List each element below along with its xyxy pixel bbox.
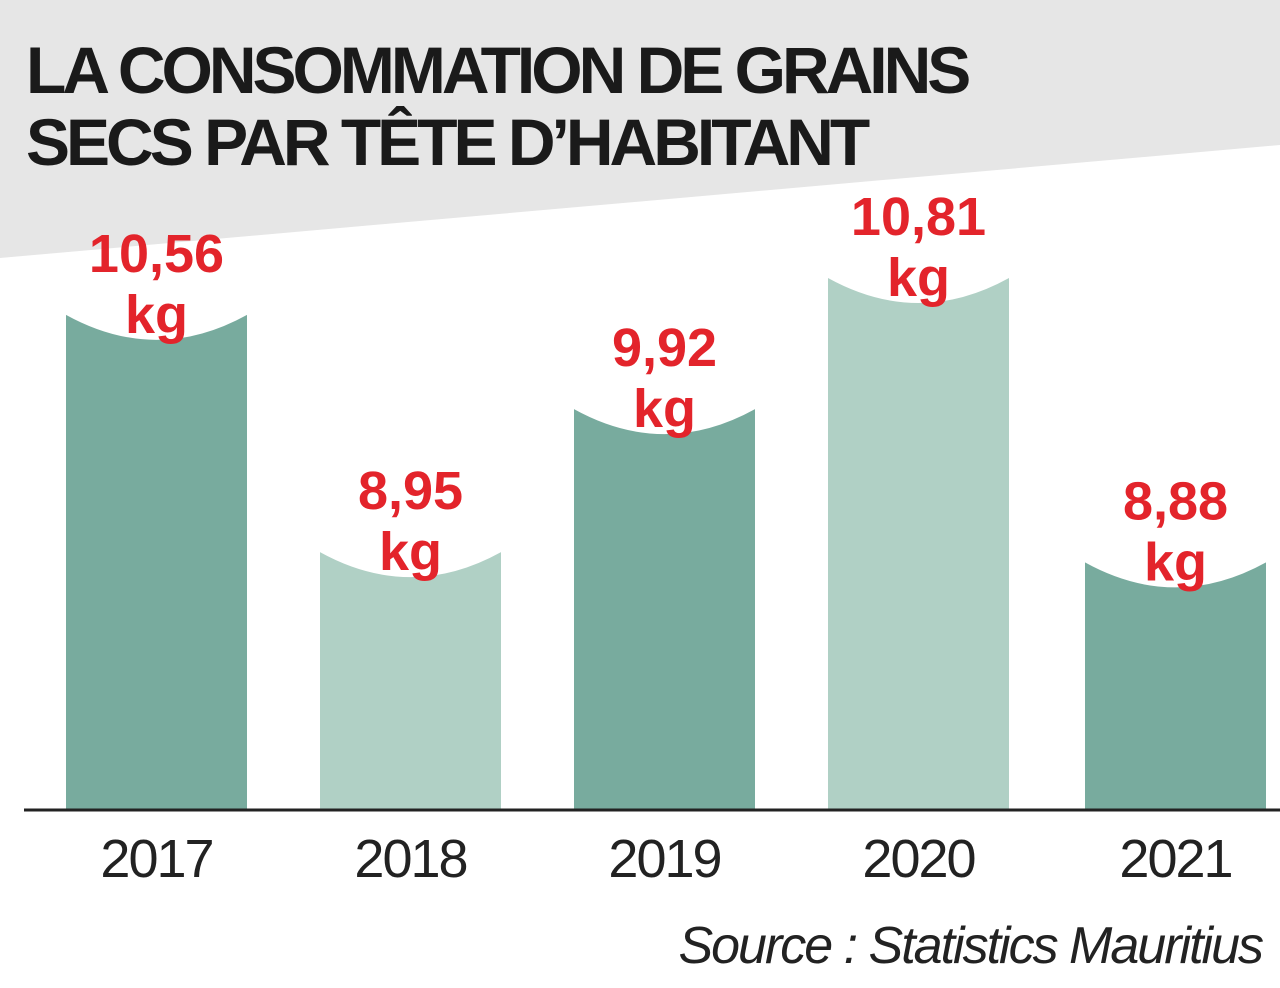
bar-2018: [320, 552, 501, 810]
chart-title-line-1: LA CONSOMMATION DE GRAINS: [26, 33, 969, 107]
unit-label-2017: kg: [125, 285, 188, 345]
x-tick-2017: 2017: [100, 829, 212, 889]
bar-2021: [1085, 562, 1266, 810]
unit-label-2018: kg: [379, 522, 442, 582]
bar-2019: [574, 409, 755, 810]
value-label-2021: 8,88: [1123, 471, 1228, 531]
x-tick-2018: 2018: [354, 829, 466, 889]
unit-label-2021: kg: [1144, 532, 1207, 592]
x-tick-2020: 2020: [862, 829, 974, 889]
value-label-2018: 8,95: [358, 461, 463, 521]
bar-2017: [66, 314, 247, 810]
unit-label-2019: kg: [633, 379, 696, 439]
x-tick-2019: 2019: [608, 829, 720, 889]
chart-title-line-2: SECS PAR TÊTE D’HABITANT: [26, 105, 870, 179]
value-label-2017: 10,56: [89, 224, 224, 284]
value-label-2019: 9,92: [612, 318, 717, 378]
x-tick-2021: 2021: [1119, 829, 1231, 889]
value-label-2020: 10,81: [851, 187, 986, 247]
bar-2020: [828, 278, 1009, 810]
source-note: Source : Statistics Mauritius: [678, 917, 1263, 975]
unit-label-2020: kg: [887, 248, 950, 308]
header-band: [0, 0, 1280, 258]
